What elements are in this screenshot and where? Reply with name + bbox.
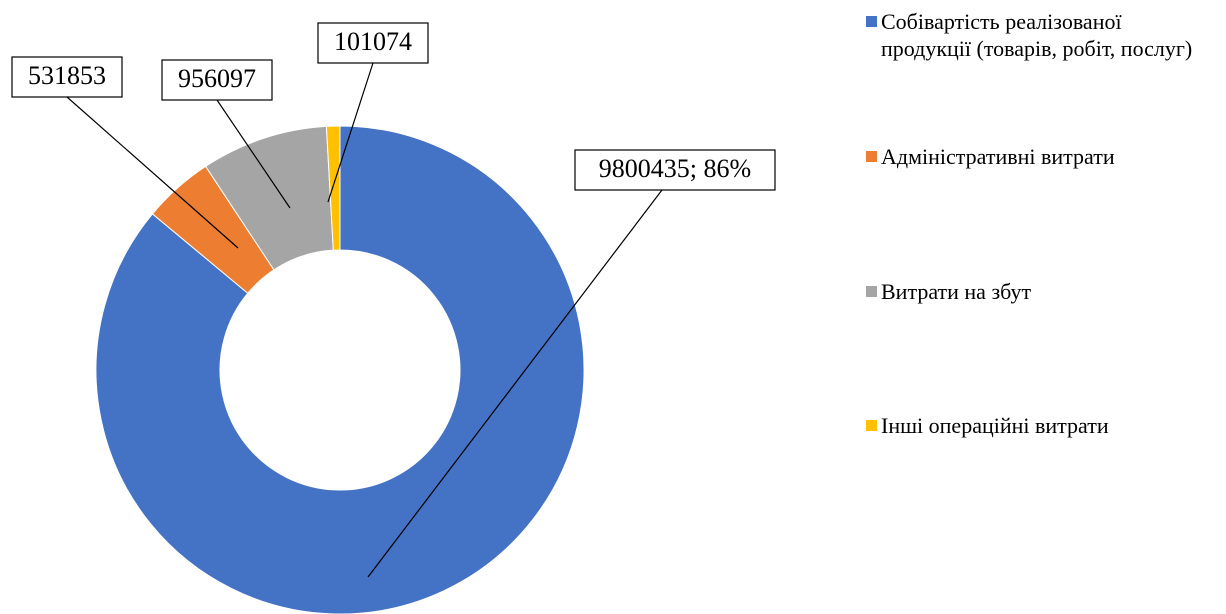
label-box: [161, 59, 273, 101]
leader-line: [216, 99, 291, 209]
legend-item: Адміністративні витрати: [866, 143, 1196, 170]
legend-label: Собівартість реалізованої продукції (тов…: [881, 9, 1193, 61]
legend-item: Собівартість реалізованої продукції (тов…: [866, 8, 1196, 62]
legend-label: Інші операційні витрати: [881, 413, 1109, 438]
donut-slice: [325, 125, 341, 251]
leader-line: [66, 96, 239, 249]
label-box: [574, 149, 776, 191]
label-box: [11, 56, 123, 98]
leader-line: [327, 62, 374, 203]
legend-swatch: [866, 16, 877, 27]
legend-swatch: [866, 151, 877, 162]
label-box: [317, 22, 429, 64]
legend-item: Витрати на збут: [866, 278, 1196, 305]
legend-swatch: [866, 420, 877, 431]
legend-swatch: [866, 286, 877, 297]
data-label: 956097: [178, 64, 256, 93]
legend-label: Витрати на збут: [881, 279, 1032, 304]
leader-line: [367, 189, 663, 578]
data-label: 9800435; 86%: [599, 154, 751, 183]
data-label: 531853: [28, 61, 106, 90]
legend-label: Адміністративні витрати: [881, 144, 1115, 169]
data-label: 101074: [334, 27, 412, 56]
legend-item: Інші операційні витрати: [866, 412, 1196, 439]
donut-slice: [95, 125, 585, 614]
